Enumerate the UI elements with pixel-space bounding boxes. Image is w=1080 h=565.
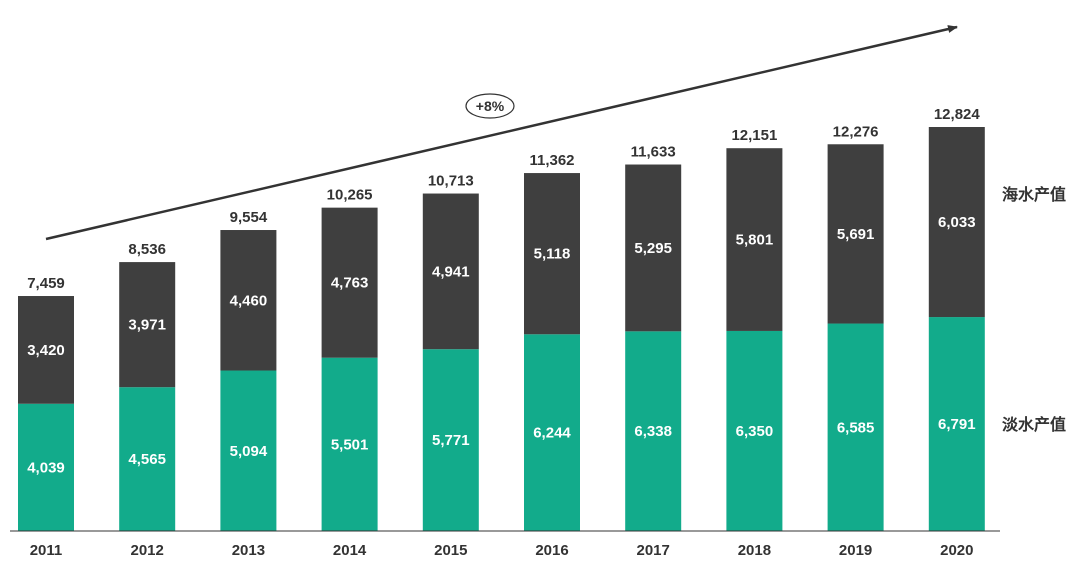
bar-segment-freshwater-2015 — [422, 349, 479, 531]
data-label-freshwater-2018: 6,350 — [736, 423, 774, 440]
total-label-2014: 10,265 — [327, 187, 373, 204]
bar-segment-marine-2011 — [18, 296, 74, 404]
bar-segment-freshwater-2018 — [726, 330, 783, 531]
growth-trend-arrow — [45, 25, 958, 241]
data-label-marine-2011: 3,420 — [27, 342, 65, 359]
data-label-marine-2020: 6,033 — [938, 214, 976, 231]
x-tick-label-2013: 2013 — [232, 542, 265, 559]
bar-segment-marine-2017 — [625, 164, 682, 332]
bar-segment-freshwater-2011 — [18, 403, 74, 531]
x-tick-label-2015: 2015 — [434, 542, 467, 559]
data-label-marine-2016: 5,118 — [534, 246, 571, 263]
total-label-2013: 9,554 — [230, 209, 268, 226]
bar-segment-marine-2018 — [726, 148, 783, 331]
bar-segment-marine-2016 — [524, 173, 580, 335]
bar-segment-marine-2020 — [928, 127, 985, 318]
x-tick-label-2014: 2014 — [333, 542, 367, 559]
legend-freshwater: 淡水产值 — [1002, 415, 1066, 434]
bar-segment-freshwater-2020 — [928, 317, 985, 531]
data-label-freshwater-2016: 6,244 — [533, 425, 571, 442]
x-tick-label-2012: 2012 — [131, 542, 164, 559]
x-tick-label-2017: 2017 — [637, 542, 670, 559]
total-label-2016: 11,362 — [529, 152, 574, 169]
bar-segment-freshwater-2017 — [625, 331, 682, 531]
total-label-2020: 12,824 — [934, 106, 981, 123]
x-tick-label-2020: 2020 — [940, 542, 973, 559]
total-label-2019: 12,276 — [833, 123, 879, 140]
growth-annotation: +8% — [476, 98, 505, 114]
bar-segment-freshwater-2019 — [827, 323, 884, 531]
data-label-freshwater-2019: 6,585 — [837, 419, 875, 436]
bar-segment-marine-2014 — [321, 207, 378, 358]
data-label-freshwater-2011: 4,039 — [27, 459, 65, 476]
legend-marine: 海水产值 — [1002, 185, 1066, 204]
x-tick-label-2011: 2011 — [30, 542, 63, 559]
total-label-2015: 10,713 — [428, 173, 474, 190]
data-label-freshwater-2014: 5,501 — [331, 436, 369, 453]
data-label-marine-2012: 3,971 — [128, 317, 166, 334]
bar-segment-freshwater-2013 — [220, 370, 277, 531]
data-label-marine-2014: 4,763 — [331, 275, 369, 292]
total-label-2011: 7,459 — [27, 275, 65, 292]
growth-annotation-bubble — [465, 93, 515, 119]
total-label-2018: 12,151 — [731, 127, 777, 144]
bar-segment-marine-2013 — [220, 230, 277, 371]
x-tick-label-2016: 2016 — [535, 542, 568, 559]
total-label-2012: 8,536 — [128, 241, 166, 258]
bar-segment-freshwater-2016 — [524, 334, 580, 531]
bar-segment-marine-2015 — [422, 193, 479, 350]
x-tick-label-2018: 2018 — [738, 542, 771, 559]
data-label-marine-2015: 4,941 — [432, 263, 470, 280]
data-label-freshwater-2020: 6,791 — [938, 416, 976, 433]
bar-segment-marine-2019 — [827, 144, 884, 324]
x-tick-label-2019: 2019 — [839, 542, 872, 559]
data-label-marine-2019: 5,691 — [837, 226, 875, 243]
data-label-freshwater-2012: 4,565 — [128, 451, 166, 468]
data-label-marine-2018: 5,801 — [736, 232, 774, 249]
data-label-freshwater-2013: 5,094 — [230, 443, 268, 460]
data-label-marine-2017: 5,295 — [634, 240, 672, 257]
data-label-freshwater-2017: 6,338 — [634, 423, 672, 440]
bar-segment-freshwater-2014 — [321, 357, 378, 531]
bar-segment-freshwater-2012 — [119, 387, 176, 531]
total-label-2017: 11,633 — [631, 144, 676, 161]
bar-segment-marine-2012 — [119, 262, 176, 388]
data-label-freshwater-2015: 5,771 — [432, 432, 470, 449]
data-label-marine-2013: 4,460 — [230, 292, 268, 309]
